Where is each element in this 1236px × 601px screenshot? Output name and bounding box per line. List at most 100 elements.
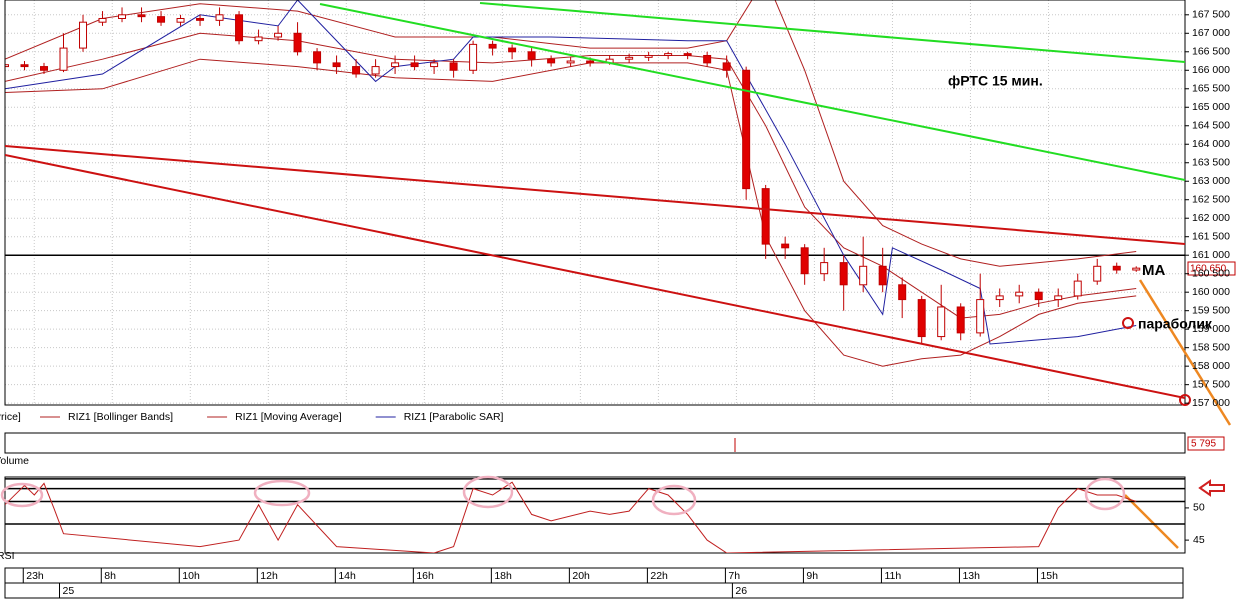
candle-body [508, 47, 517, 53]
candle-body [313, 51, 322, 64]
x-tick-label: 12h [260, 570, 278, 582]
candle-body [40, 66, 49, 71]
candle-body [956, 306, 965, 334]
y-tick-label: 161 500 [1192, 230, 1230, 242]
x-tick-label: 8h [104, 570, 116, 582]
candle-body [449, 62, 458, 71]
y-tick-label: 157 000 [1192, 397, 1230, 409]
volume-frame [4, 432, 1186, 454]
y-tick-label: 165 500 [1192, 83, 1230, 95]
candle-body [547, 58, 556, 64]
candle-body [20, 64, 29, 68]
candle-body [118, 14, 127, 19]
candle-body [1132, 267, 1141, 271]
candle-body [488, 43, 497, 49]
y-tick-label: 158 500 [1192, 341, 1230, 353]
candle-body [839, 262, 848, 286]
candle-body [469, 43, 478, 71]
volume-label: Volume [0, 455, 29, 467]
indicator-line [5, 58, 1137, 367]
y-tick-label: 166 000 [1192, 64, 1230, 76]
legend-text: RIZ1 [Parabolic SAR] [404, 411, 504, 423]
x-tick-label: 22h [650, 570, 668, 582]
x-tick-label: 13h [962, 570, 980, 582]
candle-body [1073, 280, 1082, 297]
arrow-icon [1198, 479, 1225, 497]
date-label: 26 [735, 585, 747, 597]
candle-body [332, 62, 341, 68]
candle-body [1034, 291, 1043, 301]
candle-body [625, 56, 634, 60]
x-tick-label: 9h [806, 570, 818, 582]
x-tick-label: 18h [494, 570, 512, 582]
y-tick-label: 165 000 [1192, 101, 1230, 113]
candle-body [703, 54, 712, 64]
y-tick-label: 163 000 [1192, 175, 1230, 187]
candle-body [5, 64, 9, 68]
y-tick-label: 167 500 [1192, 9, 1230, 21]
candle-body [410, 62, 419, 68]
rsi-tick-label: 45 [1193, 534, 1205, 546]
indicator-line [5, 0, 1137, 345]
trend-lines [5, 2, 1185, 399]
title: фРТС 15 мин. [948, 73, 1043, 89]
candle-body [937, 306, 946, 338]
candle-body [527, 51, 536, 60]
y-tick-label: 159 000 [1192, 323, 1230, 335]
candle-body [254, 36, 263, 42]
candle-body [664, 53, 673, 56]
arrow [1138, 279, 1232, 426]
y-tick-label: 159 500 [1192, 304, 1230, 316]
legend-text: RIZ1 [Moving Average] [235, 411, 342, 423]
x-tick-label: 20h [572, 570, 590, 582]
rsi-label: RSI [0, 550, 15, 562]
candle-body [157, 16, 166, 23]
rsi-frame [4, 476, 1186, 554]
candle-body [859, 265, 868, 286]
candle-body [137, 14, 146, 18]
y-tick-label: 166 500 [1192, 46, 1230, 58]
candle-body [722, 62, 731, 71]
candle-body [176, 17, 185, 23]
price-box [1187, 261, 1236, 276]
candle-body [196, 17, 205, 21]
main-frame [4, 0, 1186, 406]
candle-body [683, 53, 692, 56]
candle-body [742, 69, 751, 190]
candle-body [391, 62, 400, 68]
indicator-line [5, 0, 1137, 267]
rsi-tick-label: 50 [1193, 502, 1205, 514]
highlights [0, 475, 1126, 516]
x-tick-label: 14h [338, 570, 356, 582]
last-price: 160 650 [1190, 264, 1227, 275]
y-tick-label: 157 500 [1192, 378, 1230, 390]
candle-body [800, 247, 809, 275]
x-tick-label: 10h [182, 570, 200, 582]
candle-body [1112, 265, 1121, 271]
annotation: MA [1142, 262, 1165, 279]
candle-body [898, 284, 907, 301]
legend-text: Price] [0, 411, 21, 423]
y-tick-label: 158 000 [1192, 360, 1230, 372]
x-tick-label: 23h [26, 570, 44, 582]
candle-body [293, 32, 302, 53]
candle-body [215, 14, 224, 21]
volume-box [1187, 436, 1225, 451]
candle-body [352, 66, 361, 75]
candle-body [586, 60, 595, 64]
x-tick-label: 15h [1040, 570, 1058, 582]
x-tick-label: 16h [416, 570, 434, 582]
candle-body [1093, 265, 1102, 282]
y-tick-label: 163 500 [1192, 157, 1230, 169]
candle-body [917, 299, 926, 338]
x-tick-label: 11h [884, 570, 901, 582]
candle-body [98, 17, 107, 23]
y-tick-label: 164 000 [1192, 138, 1230, 150]
y-tick-label: 160 000 [1192, 286, 1230, 298]
x-tick-label: 7h [728, 570, 740, 582]
candle-body [995, 295, 1004, 301]
candle-body [371, 66, 380, 75]
candle-body [878, 265, 887, 286]
candle-body [274, 32, 283, 38]
